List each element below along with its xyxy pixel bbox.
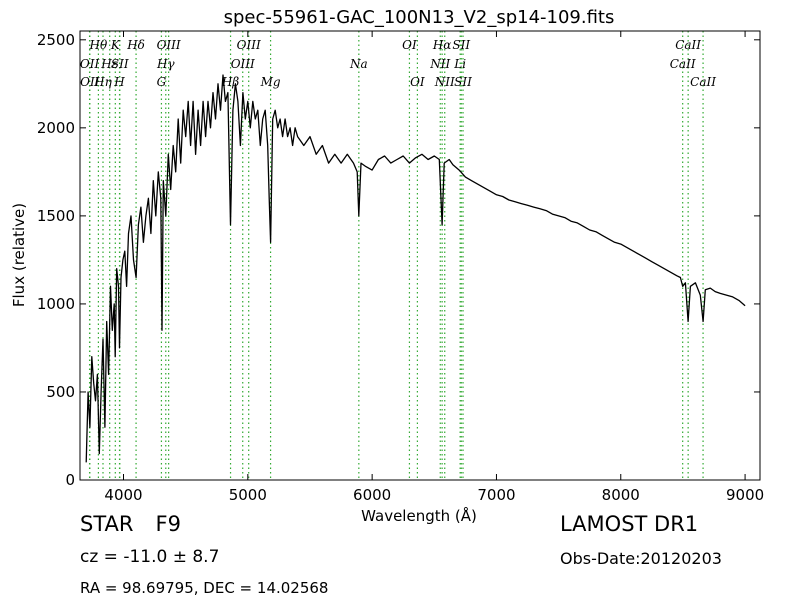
line-label: Hθ bbox=[89, 38, 108, 52]
spectrum-series bbox=[85, 74, 746, 463]
line-label: CaII bbox=[670, 57, 696, 71]
y-tick-label: 500 bbox=[46, 383, 75, 401]
x-tick-label: 4000 bbox=[104, 486, 142, 504]
spectrum-line bbox=[85, 74, 746, 463]
survey-name: LAMOST DR1 bbox=[560, 512, 699, 536]
line-label: Hδ bbox=[126, 38, 145, 52]
y-tick-label: 2000 bbox=[37, 119, 75, 137]
object-class: STAR bbox=[80, 512, 134, 536]
line-label: OIII bbox=[157, 38, 181, 52]
line-label: Hα bbox=[432, 38, 452, 52]
chart-title: spec-55961-GAC_100N13_V2_sp14-109.fits bbox=[224, 7, 615, 28]
line-label: Hγ bbox=[156, 57, 175, 71]
x-tick-label: 5000 bbox=[229, 486, 267, 504]
line-label: Na bbox=[349, 57, 368, 71]
line-label: OIII bbox=[237, 38, 261, 52]
x-tick-label: 6000 bbox=[353, 486, 391, 504]
line-label: OI bbox=[402, 38, 417, 52]
y-axis-label: Flux (relative) bbox=[10, 203, 28, 307]
x-axis-label: Wavelength (Å) bbox=[361, 506, 477, 525]
y-tick-label: 2500 bbox=[37, 31, 75, 49]
line-label: H bbox=[113, 75, 125, 89]
line-label: K bbox=[110, 38, 121, 52]
plot-frame bbox=[79, 30, 761, 481]
line-label: SII bbox=[452, 38, 470, 52]
x-tick-label: 7000 bbox=[477, 486, 515, 504]
line-label: CaII bbox=[675, 38, 701, 52]
redshift-text: cz = -11.0 ± 8.7 bbox=[80, 547, 220, 567]
y-tick-label: 0 bbox=[65, 471, 75, 489]
line-label: OI bbox=[410, 75, 425, 89]
line-label: Hε bbox=[100, 57, 118, 71]
line-label: Mg bbox=[260, 75, 281, 89]
line-label: CaII bbox=[690, 75, 716, 89]
line-label: Hη bbox=[93, 75, 112, 89]
line-label: OII bbox=[80, 75, 100, 89]
x-tick-label: 9000 bbox=[726, 486, 764, 504]
line-label: NII bbox=[429, 57, 450, 71]
line-label: SII bbox=[454, 75, 472, 89]
line-label: Hβ bbox=[221, 75, 239, 89]
line-label: G bbox=[157, 75, 167, 89]
line-label: Li bbox=[453, 57, 466, 71]
coordinates-text: RA = 98.69795, DEC = 14.02568 bbox=[80, 579, 329, 597]
y-tick-label: 1500 bbox=[37, 207, 75, 225]
object-classification: STAR F9 bbox=[80, 512, 203, 536]
y-tick-label: 1000 bbox=[37, 295, 75, 313]
observation-date: Obs-Date:20120203 bbox=[560, 549, 722, 568]
line-label: NII bbox=[434, 75, 455, 89]
line-labels: OII OII Hθ Hη Hε K SII H Hδ OIII Hγ G OIII OIII Hβ Mg Na… bbox=[80, 38, 716, 89]
line-label: SII bbox=[111, 57, 129, 71]
axes: 4000 5000 6000 7000 8000 9000 0 500 1000 1500 2000… bbox=[37, 31, 764, 504]
line-markers bbox=[88, 31, 704, 480]
line-label: OII bbox=[80, 57, 100, 71]
line-label: OIII bbox=[231, 57, 255, 71]
object-subclass: F9 bbox=[155, 512, 181, 536]
x-tick-label: 8000 bbox=[602, 486, 640, 504]
